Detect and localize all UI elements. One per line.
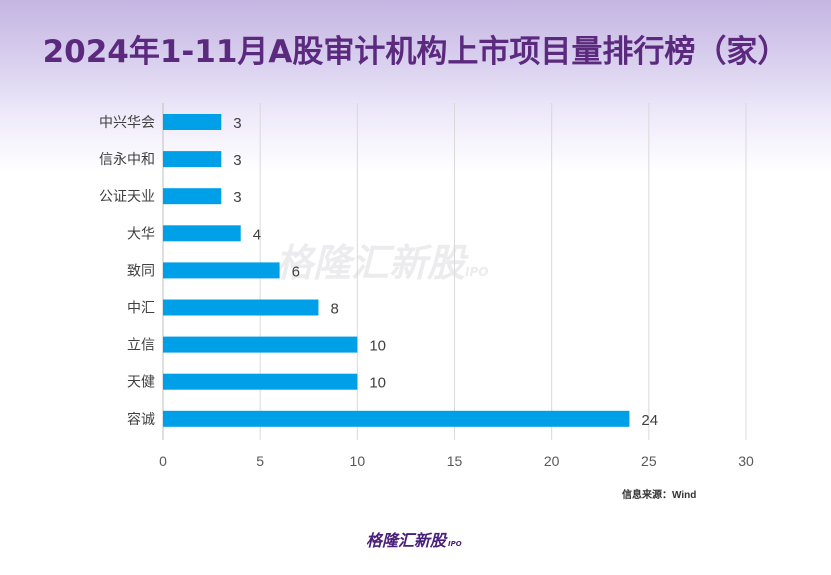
brand-logo: 格隆汇新股 IPO (366, 531, 462, 550)
data-label: 6 (292, 263, 300, 280)
x-tick-label: 30 (738, 453, 754, 469)
watermark: 格隆汇新股IPO (275, 241, 489, 285)
y-category-label: 致同 (127, 263, 155, 279)
y-category-label: 天健 (127, 375, 155, 391)
data-label: 3 (233, 115, 241, 132)
x-tick-label: 5 (256, 453, 264, 469)
x-tick-label: 20 (544, 453, 560, 469)
bar (163, 262, 280, 279)
data-label: 24 (641, 412, 658, 429)
data-label: 10 (369, 375, 386, 392)
data-label: 8 (330, 301, 338, 318)
y-category-label: 中汇 (127, 301, 155, 317)
bar (163, 114, 222, 130)
y-category-label: 大华 (127, 226, 155, 242)
source-note: 信息来源：Wind (622, 490, 697, 501)
bar (163, 373, 358, 390)
data-label: 3 (233, 189, 241, 206)
x-tick-label: 15 (447, 453, 463, 469)
y-category-label: 信永中和 (99, 152, 155, 168)
data-label: 3 (233, 152, 241, 169)
bar (163, 188, 222, 205)
x-tick-label: 10 (350, 453, 366, 469)
bar (163, 299, 319, 316)
y-category-label: 容诚 (127, 411, 155, 428)
data-label: 10 (369, 338, 386, 355)
data-label: 4 (253, 226, 261, 243)
bar (163, 151, 222, 168)
y-category-label: 立信 (127, 338, 155, 354)
chart-title: 2024年1-11月A股审计机构上市项目量排行榜（家） (42, 34, 789, 70)
bar (163, 225, 241, 242)
y-category-label: 公证天业 (99, 189, 155, 205)
bar (163, 336, 358, 353)
y-category-label: 中兴华会 (99, 115, 155, 131)
bar (163, 410, 630, 427)
x-tick-label: 0 (159, 453, 167, 469)
x-tick-label: 25 (641, 453, 657, 469)
